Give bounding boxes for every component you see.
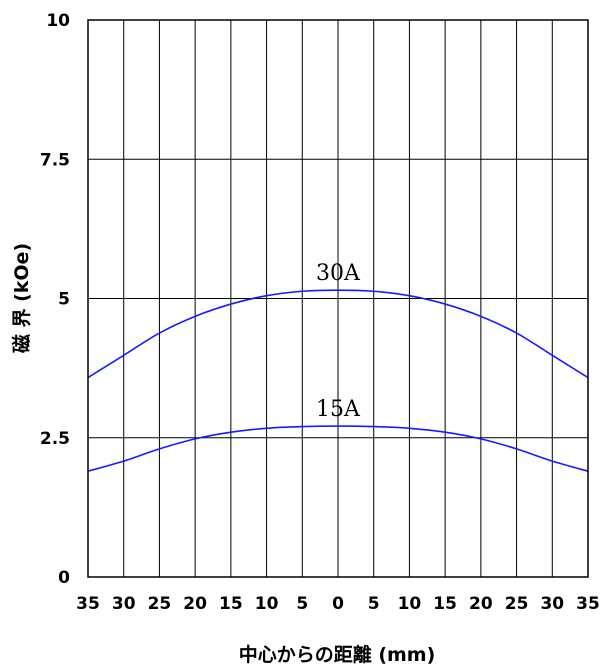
- x-tick-label: 35: [576, 594, 600, 614]
- y-tick-label: 7.5: [40, 150, 70, 170]
- x-tick-label: 25: [505, 594, 529, 614]
- y-tick-label: 10: [46, 11, 70, 31]
- series-label-15A: 15A: [316, 397, 361, 422]
- y-tick-label: 5: [58, 290, 70, 310]
- x-tick-label: 0: [332, 594, 344, 614]
- x-tick-label: 20: [469, 594, 493, 614]
- y-tick-labels: 0 2.5 5 7.5 10: [40, 11, 70, 588]
- x-tick-label: 10: [398, 594, 422, 614]
- x-tick-label: 30: [112, 594, 136, 614]
- y-tick-label: 2.5: [40, 429, 70, 449]
- x-tick-label: 5: [368, 594, 380, 614]
- plot-frame: [87, 19, 589, 578]
- series-labels: 30A 15A: [316, 261, 361, 422]
- y-tick-label: 0: [58, 568, 70, 588]
- x-tick-label: 15: [433, 594, 457, 614]
- grid: [87, 19, 589, 578]
- x-tick-label: 30: [540, 594, 564, 614]
- x-tick-label: 15: [219, 594, 243, 614]
- x-tick-labels: 35 30 25 20 15 10 5 0 5 10 15 20 25 30 35: [76, 594, 600, 614]
- series-line-15A: [87, 425, 589, 472]
- x-tick-label: 20: [183, 594, 207, 614]
- series-lines: [87, 289, 589, 472]
- series-label-30A: 30A: [316, 261, 361, 286]
- y-axis-label: 磁 界 (kOe): [10, 243, 33, 353]
- x-tick-label: 35: [76, 594, 100, 614]
- series-line-30A: [87, 289, 589, 379]
- x-tick-label: 10: [255, 594, 279, 614]
- x-tick-label: 25: [148, 594, 172, 614]
- x-axis-label: 中心からの距離 (mm): [239, 643, 436, 666]
- x-tick-label: 5: [296, 594, 308, 614]
